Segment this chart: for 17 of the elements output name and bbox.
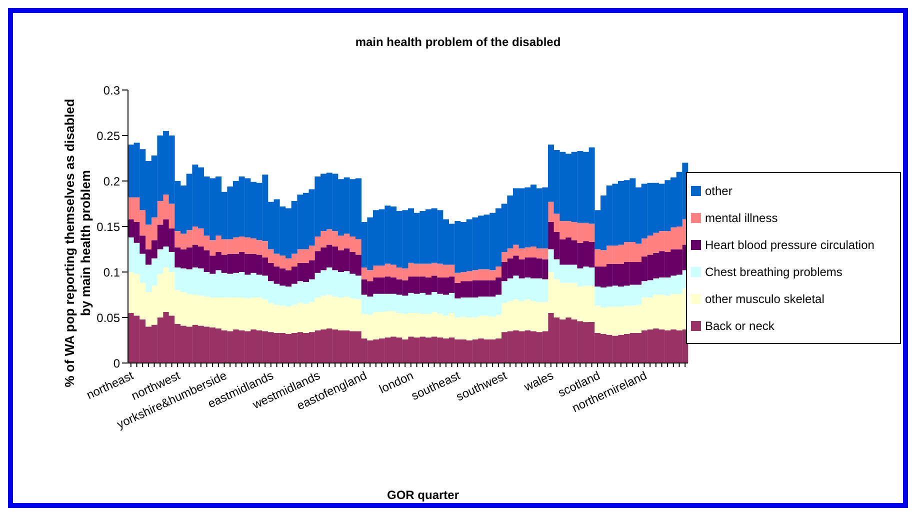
y-tick-label: 0.3 [103,83,120,98]
legend-label: other musculo skeletal [705,292,824,306]
y-axis-title: % of WA pop reporting themselves as disabled by main health problem [62,98,93,388]
x-axis-title: GOR quarter [386,488,460,502]
chart-title: main health problem of the disabled [354,35,562,49]
legend-label: Heart blood pressure circulation [705,238,874,252]
legend-label: mental illness [705,210,778,224]
y-tick-label: 0.25 [96,128,120,143]
y-tick-label: 0.05 [96,310,120,325]
legend-label: Chest breathing problems [705,264,842,278]
y-tick-label: 0.2 [103,174,120,188]
y-tick-label: 0 [113,356,120,370]
x-tick-label: wales [520,368,556,394]
legend-label: other [705,184,732,198]
y-tick-label: 0.1 [103,265,120,280]
y-tick-label: 0.15 [96,220,120,234]
legend-label: Back or neck [705,318,774,332]
